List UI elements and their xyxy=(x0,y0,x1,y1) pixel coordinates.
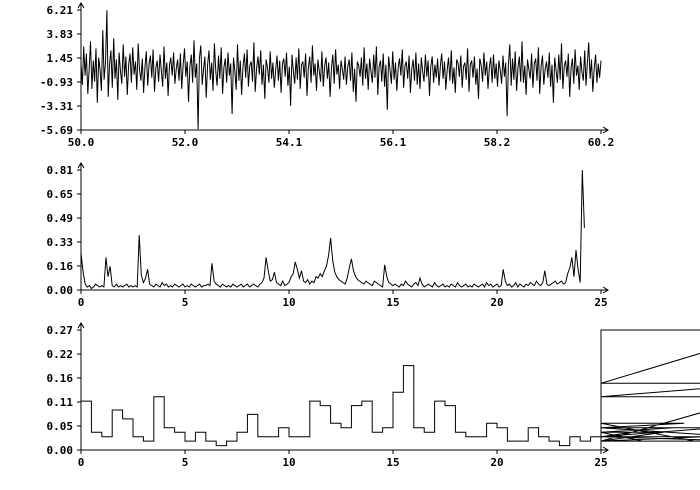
x-tick-label-1-4: 20 xyxy=(490,296,503,309)
y-tick-label-1-2: 0.49 xyxy=(47,212,74,225)
data-series-0-0 xyxy=(80,10,602,130)
x-tick-label-0-1: 52.0 xyxy=(172,136,199,149)
x-tick-label-2-4: 20 xyxy=(490,456,503,469)
y-tick-label-0-0: 6.21 xyxy=(47,4,74,17)
y-tick-label-2-3: 0.11 xyxy=(47,396,74,409)
y-tick-label-0-5: -5.69 xyxy=(40,124,73,137)
x-tick-label-1-2: 10 xyxy=(282,296,295,309)
y-arrow-1 xyxy=(77,162,85,169)
y-tick-label-0-1: 3.83 xyxy=(47,28,74,41)
x-tick-label-1-3: 15 xyxy=(386,296,399,309)
x-arrow-0 xyxy=(602,126,609,134)
x-tick-label-1-0: 0 xyxy=(78,296,85,309)
x-tick-label-2-2: 10 xyxy=(282,456,295,469)
x-arrow-1 xyxy=(602,286,609,294)
y-tick-label-1-1: 0.65 xyxy=(47,188,74,201)
x-arrow-2 xyxy=(602,446,609,454)
x-tick-label-0-5: 60.2 xyxy=(588,136,615,149)
x-tick-label-0-0: 50.0 xyxy=(68,136,95,149)
x-tick-label-2-1: 5 xyxy=(182,456,189,469)
y-tick-label-0-2: 1.45 xyxy=(47,52,74,65)
y-tick-label-2-0: 0.27 xyxy=(47,324,74,337)
y-tick-label-2-1: 0.22 xyxy=(47,348,74,361)
x-tick-label-1-1: 5 xyxy=(182,296,189,309)
y-tick-label-0-4: -3.31 xyxy=(40,100,73,113)
y-tick-label-1-5: 0.00 xyxy=(47,284,74,297)
x-tick-label-0-3: 56.1 xyxy=(380,136,407,149)
data-series-2-0 xyxy=(81,329,700,450)
data-series-1-0 xyxy=(80,169,585,290)
y-tick-label-2-4: 0.05 xyxy=(47,420,74,433)
y-tick-label-1-4: 0.16 xyxy=(47,260,74,273)
x-tick-label-2-3: 15 xyxy=(386,456,399,469)
x-tick-label-2-0: 0 xyxy=(78,456,85,469)
y-tick-label-2-2: 0.16 xyxy=(47,372,74,385)
x-tick-label-0-4: 58.2 xyxy=(484,136,511,149)
x-tick-label-2-5: 25 xyxy=(594,456,607,469)
y-tick-label-0-3: -0.93 xyxy=(40,76,73,89)
y-tick-label-2-5: 0.00 xyxy=(47,444,74,457)
y-arrow-2 xyxy=(77,322,85,329)
y-arrow-0 xyxy=(77,2,85,9)
x-tick-label-0-2: 54.1 xyxy=(276,136,303,149)
y-tick-label-1-0: 0.81 xyxy=(47,164,74,177)
y-tick-label-1-3: 0.33 xyxy=(47,236,74,249)
x-tick-label-1-5: 25 xyxy=(594,296,607,309)
